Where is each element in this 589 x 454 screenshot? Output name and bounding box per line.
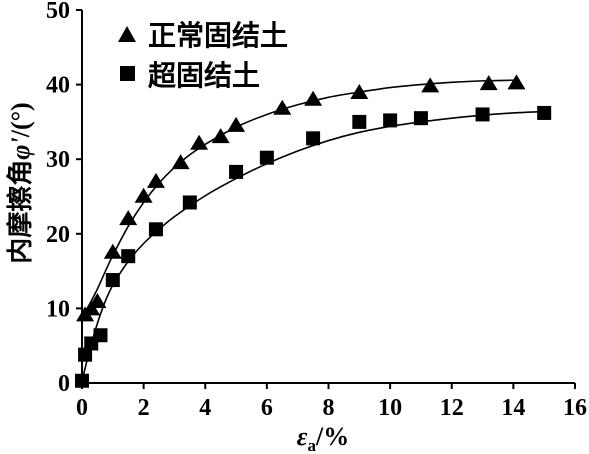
- y-tick-label: 20: [46, 222, 70, 248]
- triangle-marker: [507, 74, 526, 90]
- x-tick-label: 8: [323, 395, 335, 421]
- square-marker: [105, 273, 120, 288]
- x-tick-label: 0: [76, 395, 88, 421]
- square-marker: [413, 111, 428, 126]
- x-tick-label: 10: [378, 395, 402, 421]
- triangle-marker: [119, 210, 138, 226]
- y-tick-label: 30: [46, 147, 70, 173]
- triangle-marker: [350, 84, 369, 100]
- x-tick-label: 12: [440, 395, 464, 421]
- y-axis-label-unit: /(°): [6, 102, 35, 138]
- triangle-marker: [304, 90, 323, 106]
- legend-entry-overconsolidated: 超固结土: [120, 59, 260, 92]
- square-marker: [148, 222, 163, 237]
- square-marker: [259, 150, 274, 165]
- triangle-marker: [171, 154, 190, 170]
- triangle-marker: [273, 99, 292, 115]
- triangle-marker: [211, 128, 230, 144]
- y-tick-label: 0: [58, 371, 70, 397]
- triangle-marker: [227, 116, 246, 132]
- x-tick-label: 16: [563, 395, 587, 421]
- square-marker: [383, 113, 398, 128]
- triangle-marker: [88, 292, 107, 308]
- triangle-marker: [479, 75, 498, 91]
- x-tick-label: 14: [501, 395, 525, 421]
- data-markers: [75, 74, 552, 388]
- y-axis-label-symbol: φ': [6, 137, 35, 159]
- legend-entry-normally-consolidated: 正常固结土: [118, 19, 288, 52]
- legend-label-overconsolidated: 超固结土: [148, 59, 260, 92]
- x-axis-label-subscript: a: [307, 436, 316, 454]
- x-axis-label-symbol: ε: [297, 422, 308, 451]
- triangle-marker: [190, 134, 209, 150]
- y-tick-label: 40: [46, 73, 70, 99]
- y-axis: 0 10 20 30 40 50: [46, 0, 83, 397]
- x-axis-label: εa/%: [297, 422, 349, 454]
- normally-consolidated-markers: [76, 74, 526, 322]
- x-tick-label: 6: [261, 395, 273, 421]
- square-marker: [182, 195, 197, 210]
- square-marker: [229, 164, 244, 179]
- x-tick-label: 2: [138, 395, 150, 421]
- square-marker: [93, 328, 108, 343]
- legend: 正常固结土 超固结土: [118, 19, 288, 92]
- triangle-marker: [134, 187, 153, 203]
- square-marker: [121, 249, 136, 264]
- square-marker: [306, 131, 321, 146]
- normally-consolidated-fit-curve: [81, 79, 517, 318]
- y-tick-label: 10: [46, 296, 70, 322]
- triangle-marker: [146, 172, 165, 188]
- y-axis-label: 内摩擦角φ'/(°): [5, 102, 36, 263]
- y-ticks: 0 10 20 30 40 50: [46, 0, 82, 397]
- x-tick-label: 4: [199, 395, 211, 421]
- legend-triangle-marker: [118, 26, 136, 42]
- fit-curves: [81, 79, 545, 381]
- square-marker: [352, 114, 367, 129]
- square-marker: [475, 107, 490, 122]
- y-axis-label-text: 内摩擦角: [5, 160, 36, 264]
- square-marker: [537, 105, 552, 120]
- overconsolidated-markers: [75, 105, 552, 388]
- legend-label-normally-consolidated: 正常固结土: [148, 19, 288, 52]
- x-axis-label-unit: /%: [315, 422, 349, 451]
- triangle-marker: [103, 243, 122, 259]
- x-axis: 0 2 4 6 8 10 12 14 16: [76, 382, 587, 421]
- overconsolidated-fit-curve: [81, 110, 545, 381]
- x-ticks: 0 2 4 6 8 10 12 14 16: [76, 383, 587, 421]
- triangle-marker: [421, 77, 440, 93]
- legend-square-marker: [120, 66, 135, 81]
- y-tick-label: 50: [46, 0, 70, 24]
